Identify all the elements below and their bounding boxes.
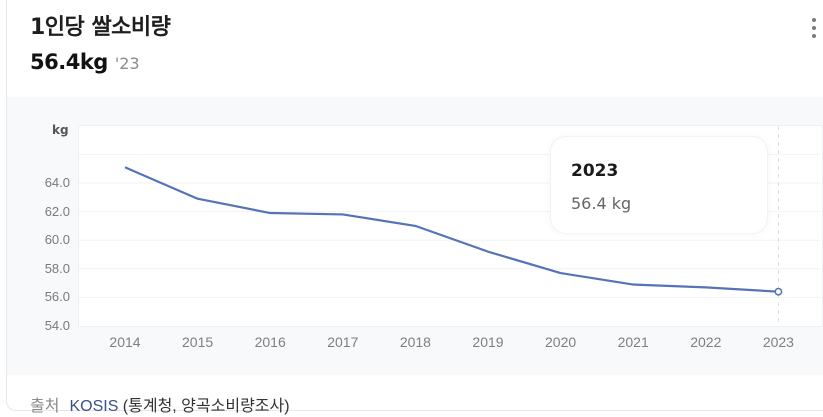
y-tick-label: 58.0: [44, 260, 70, 276]
tooltip-value: 56.4 kg: [571, 194, 632, 213]
source-detail: (통계청, 양곡소비량조사): [118, 398, 290, 415]
x-tick-label: 2015: [182, 334, 214, 350]
source-line: 출처 KOSIS (통계청, 양곡소비량조사): [30, 392, 290, 416]
source-label: 출처: [30, 398, 60, 415]
y-axis-unit: kg: [52, 123, 69, 137]
y-tick-label: 64.0: [44, 175, 70, 190]
y-tick-label: 54.0: [44, 318, 70, 333]
card-title: 1인당 쌀소비량: [30, 15, 171, 40]
y-tick-label: 60.0: [44, 232, 70, 248]
y-tick-label: 62.0: [44, 203, 70, 219]
x-tick-label: 2018: [399, 334, 431, 350]
headline-year: '23: [114, 54, 140, 73]
x-tick-label: 2020: [545, 334, 577, 350]
x-tick-label: 2022: [690, 334, 722, 350]
more-vertical-icon[interactable]: [811, 18, 817, 38]
source-link-kosis[interactable]: KOSIS: [69, 398, 119, 415]
x-tick-label: 2019: [472, 334, 504, 350]
headline-value: 56.4kg: [30, 50, 108, 74]
x-tick-label: 2014: [109, 334, 141, 350]
tooltip-year: 2023: [571, 161, 619, 181]
chart-tooltip: 2023 56.4 kg: [550, 136, 768, 234]
x-tick-label: 2021: [617, 334, 649, 350]
x-tick-label: 2017: [327, 334, 359, 350]
y-tick-label: 56.0: [44, 289, 70, 305]
x-tick-label: 2023: [762, 334, 794, 350]
x-tick-label: 2016: [254, 334, 286, 350]
headline-value-row: 56.4kg '23: [30, 50, 140, 74]
